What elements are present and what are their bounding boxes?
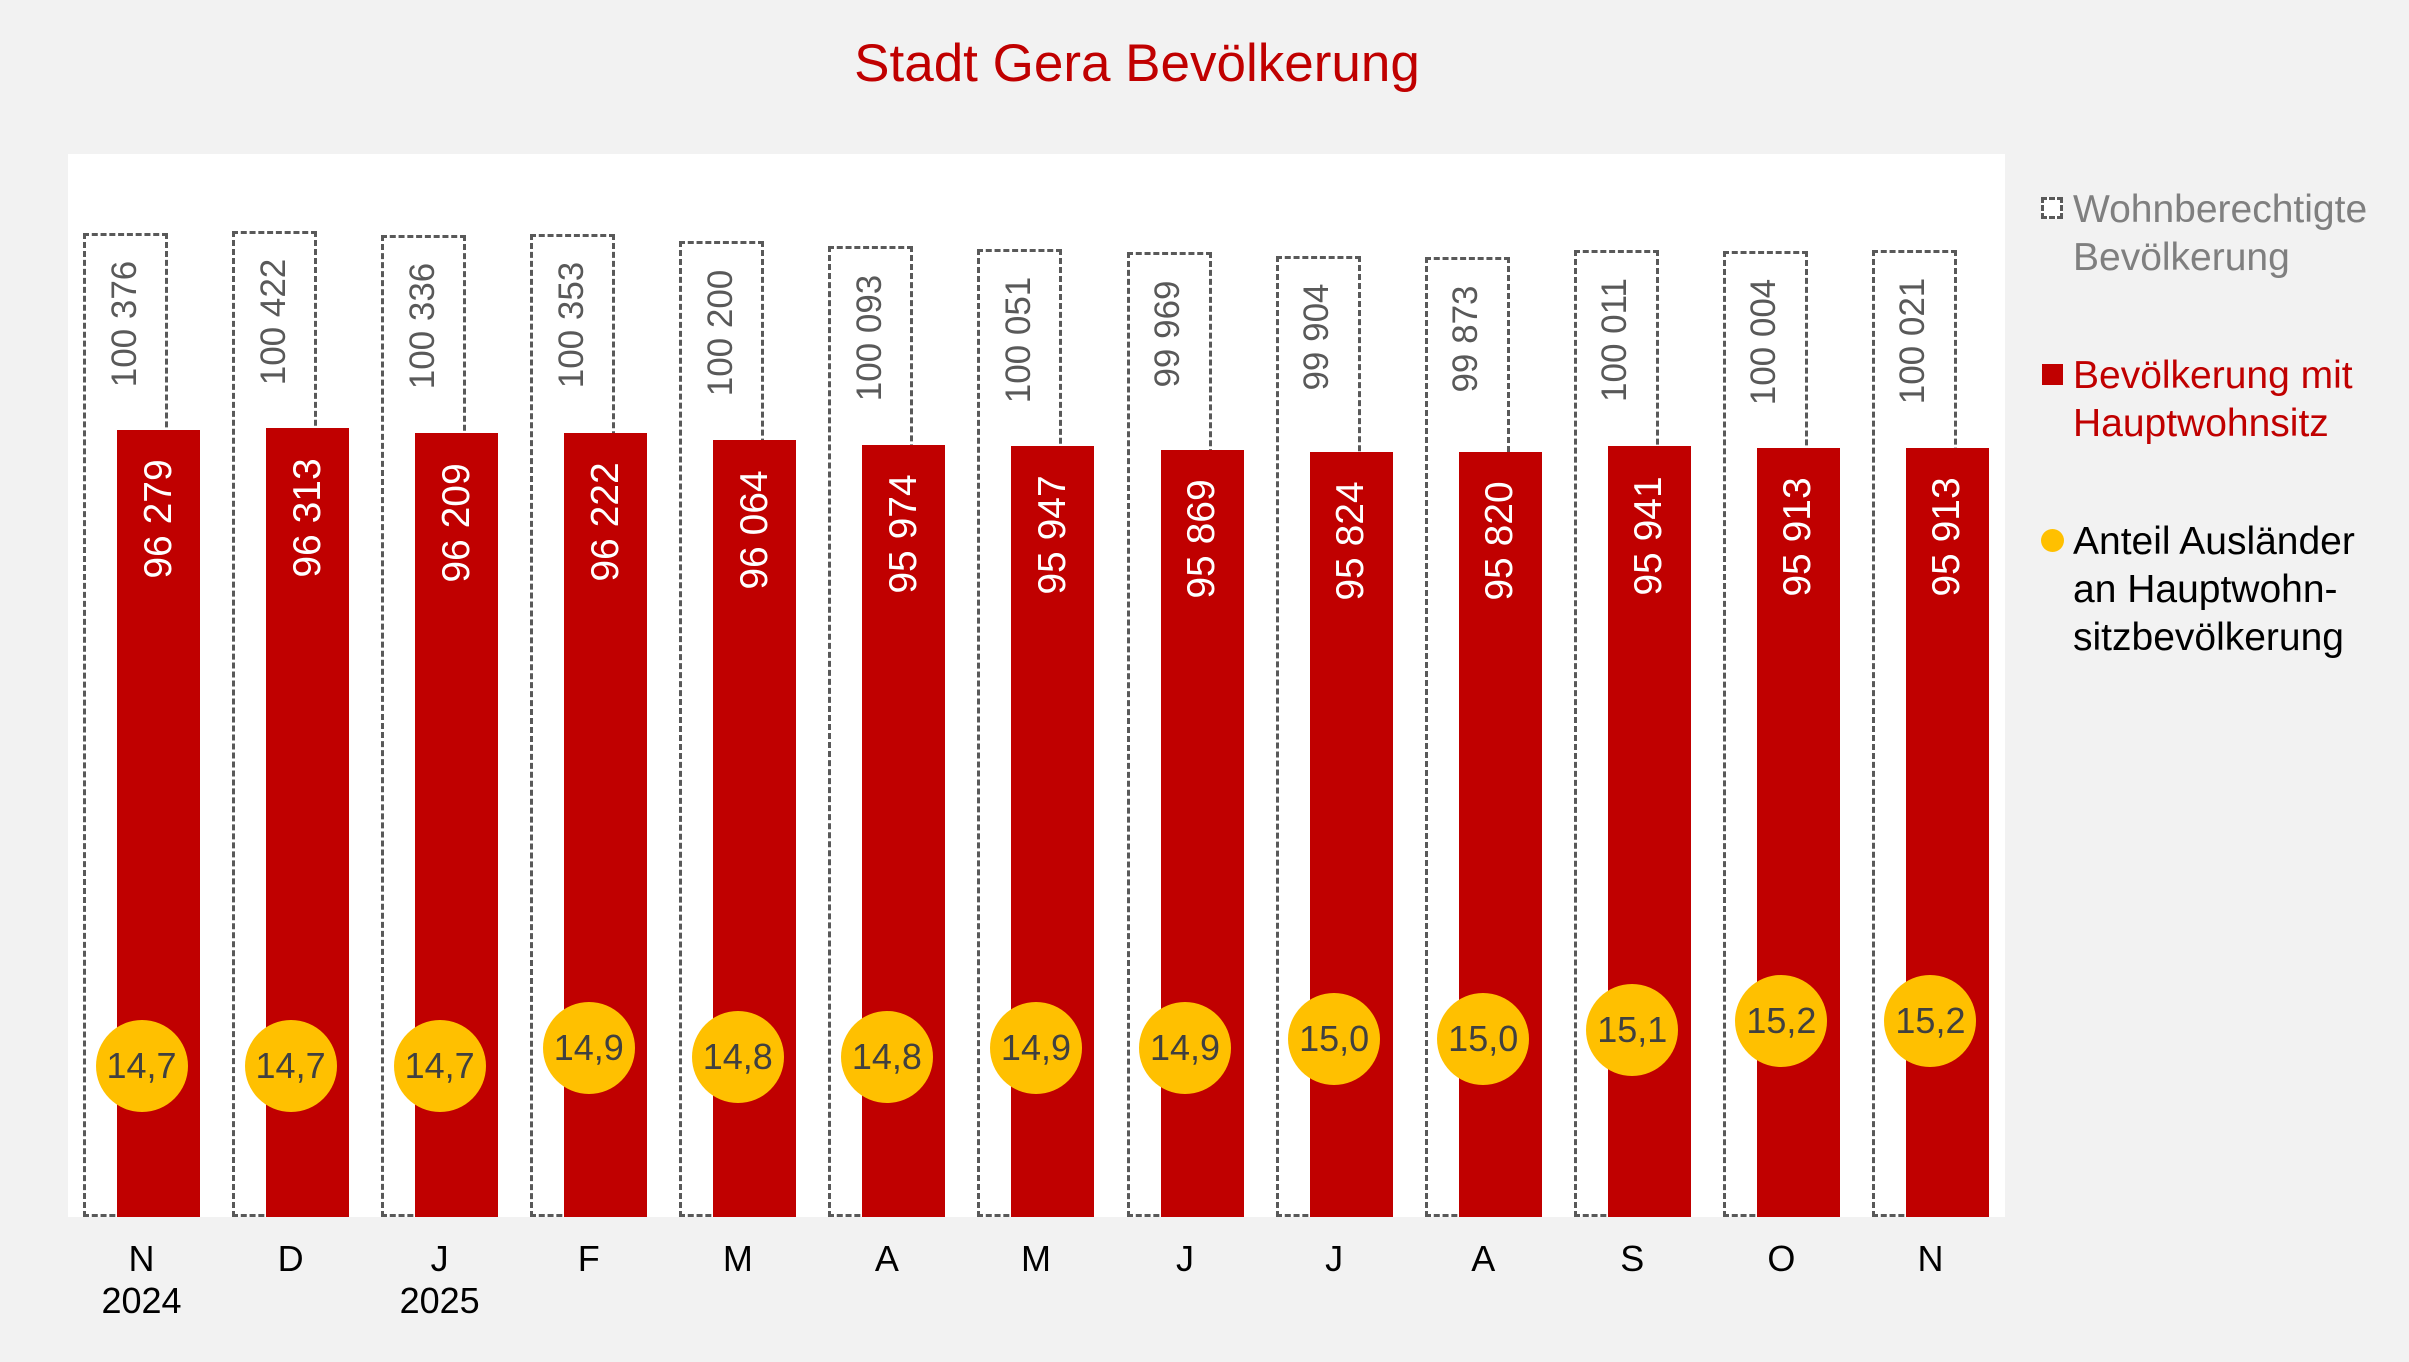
hauptwohnsitz-value-label: 95 820	[1478, 481, 1522, 602]
legend-label-wohnberechtigt: Wohnberechtigte Bevölkerung	[2073, 188, 2368, 279]
wohnberechtigt-value-label: 99 969	[1148, 280, 1188, 388]
x-axis-tick-label: J	[1325, 1238, 1344, 1279]
hauptwohnsitz-bar	[1905, 447, 1989, 1217]
wohnberechtigt-value-label: 99 904	[1297, 283, 1337, 391]
auslaender-share-marker: 15,2	[1735, 975, 1828, 1067]
hauptwohnsitz-value-label: 96 313	[285, 458, 329, 578]
wohnberechtigt-value-label: 100 376	[104, 261, 144, 388]
x-axis-tick-label: N 2024	[101, 1238, 182, 1321]
auslaender-share-marker: 14,7	[244, 1020, 337, 1112]
auslaender-share-marker: 15,2	[1884, 975, 1977, 1067]
auslaender-share-marker: 14,7	[95, 1020, 188, 1112]
auslaender-share-marker: 15,1	[1586, 984, 1679, 1076]
hauptwohnsitz-value-label: 95 824	[1329, 481, 1373, 601]
hauptwohnsitz-value-label: 95 974	[881, 474, 925, 594]
wohnberechtigt-value-label: 100 021	[1893, 278, 1933, 405]
auslaender-share-marker: 14,8	[840, 1011, 933, 1103]
wohnberechtigt-value-label: 100 353	[551, 262, 591, 389]
x-axis-tick-label: N	[1917, 1238, 1944, 1279]
x-axis-tick-label: F	[577, 1238, 600, 1279]
filled-square-icon	[2042, 364, 2063, 385]
x-axis-tick-label: A	[874, 1238, 899, 1279]
dashed-square-icon	[2041, 197, 2063, 219]
hauptwohnsitz-value-label: 96 222	[583, 462, 627, 582]
filled-circle-icon	[2041, 529, 2064, 552]
wohnberechtigt-value-label: 99 873	[1446, 285, 1486, 393]
legend-label-hauptwohnsitz: Bevölkerung mit Hauptwohnsitz	[2073, 354, 2353, 445]
x-axis-tick-label: J	[1176, 1238, 1195, 1279]
auslaender-share-marker: 14,9	[1139, 1002, 1232, 1094]
x-axis-tick-label: O	[1767, 1238, 1796, 1279]
hauptwohnsitz-bar	[1309, 451, 1393, 1217]
auslaender-share-marker: 14,8	[691, 1011, 784, 1103]
hauptwohnsitz-bar	[1756, 447, 1840, 1217]
hauptwohnsitz-value-label: 96 064	[732, 470, 776, 590]
x-axis-tick-label: D	[277, 1238, 304, 1279]
auslaender-share-marker: 14,9	[989, 1002, 1082, 1094]
x-axis-tick-label: M	[722, 1238, 753, 1279]
legend-label-auslaender: Anteil Ausländer an Hauptwohn- sitzbevöl…	[2073, 520, 2355, 659]
hauptwohnsitz-value-label: 95 913	[1925, 477, 1969, 597]
wohnberechtigt-value-label: 100 093	[849, 274, 889, 402]
x-axis-tick-label: J 2025	[399, 1238, 480, 1321]
chart-title: Stadt Gera Bevölkerung	[854, 34, 1420, 93]
hauptwohnsitz-value-label: 95 941	[1627, 476, 1671, 596]
hauptwohnsitz-value-label: 96 209	[434, 463, 478, 583]
wohnberechtigt-value-label: 100 336	[402, 263, 442, 390]
auslaender-share-marker: 15,0	[1437, 993, 1530, 1085]
hauptwohnsitz-value-label: 96 279	[136, 459, 180, 580]
auslaender-share-marker: 14,7	[393, 1020, 486, 1112]
auslaender-share-marker: 14,9	[542, 1002, 635, 1094]
auslaender-share-marker: 15,0	[1288, 993, 1381, 1085]
hauptwohnsitz-bar	[1458, 451, 1542, 1217]
hauptwohnsitz-value-label: 95 869	[1180, 479, 1224, 599]
hauptwohnsitz-value-label: 95 947	[1030, 475, 1074, 596]
wohnberechtigt-value-label: 100 051	[998, 276, 1038, 404]
x-axis-tick-label: A	[1471, 1238, 1496, 1279]
wohnberechtigt-value-label: 100 200	[700, 269, 740, 397]
x-axis-tick-label: S	[1620, 1238, 1645, 1279]
hauptwohnsitz-value-label: 95 913	[1776, 477, 1820, 597]
wohnberechtigt-value-label: 100 004	[1744, 279, 1784, 406]
x-axis-tick-label: M	[1020, 1238, 1051, 1279]
wohnberechtigt-value-label: 100 422	[253, 258, 293, 386]
wohnberechtigt-value-label: 100 011	[1595, 278, 1635, 403]
hauptwohnsitz-bar	[1607, 446, 1691, 1217]
